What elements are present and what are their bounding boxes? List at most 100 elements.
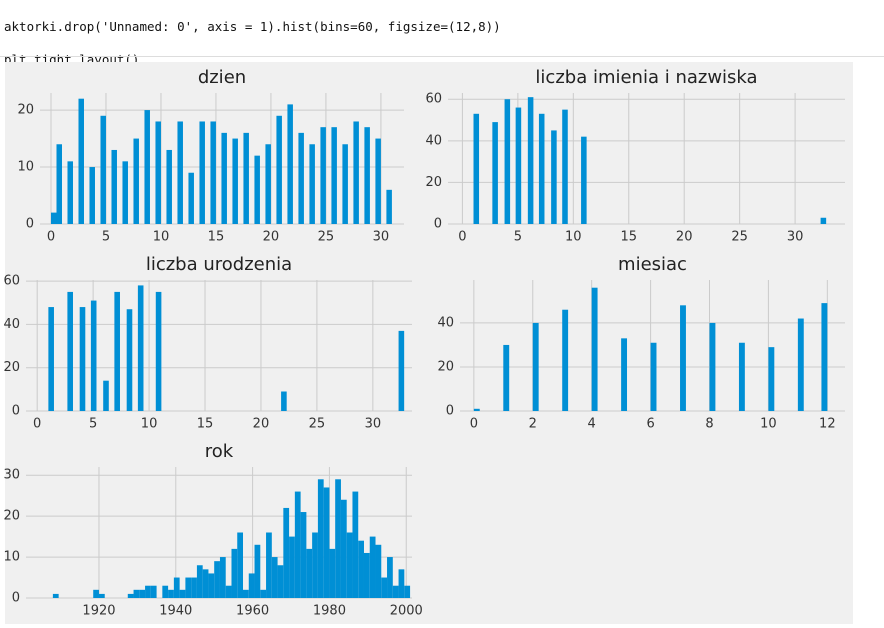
- histogram-bar: [386, 189, 392, 224]
- y-tick-label: 10: [3, 550, 20, 565]
- histogram-bar: [79, 307, 86, 411]
- histogram-bar: [562, 109, 568, 224]
- histogram-bar: [67, 291, 73, 411]
- histogram-bar: [538, 113, 545, 224]
- histogram-bar: [56, 144, 62, 224]
- histogram-bar: [768, 347, 775, 411]
- histogram-bar: [127, 593, 134, 598]
- y-tick-label: 0: [26, 217, 34, 232]
- histogram-bar: [289, 536, 295, 598]
- histogram-bar: [137, 285, 144, 411]
- histogram-bar: [342, 144, 348, 224]
- histogram-bar: [254, 544, 261, 598]
- histogram-bar: [300, 512, 307, 598]
- histogram-bar: [155, 291, 162, 411]
- x-tick-label: 1960: [236, 604, 269, 619]
- y-tick-label: 0: [446, 404, 454, 419]
- x-tick-label: 25: [318, 230, 335, 245]
- x-tick-label: 25: [309, 417, 326, 432]
- histogram-bar: [306, 548, 313, 598]
- histogram-bar: [243, 132, 249, 224]
- separator: [0, 56, 884, 57]
- histogram-bar: [126, 309, 133, 411]
- histogram-bar: [89, 167, 95, 224]
- chart-title: dzien: [198, 67, 246, 88]
- histogram-bar: [821, 303, 828, 411]
- histogram-bar: [358, 540, 364, 598]
- x-tick-label: 8: [705, 417, 713, 432]
- histogram-bar: [562, 309, 569, 411]
- x-tick-label: 0: [458, 230, 466, 245]
- histogram-bar: [392, 585, 399, 598]
- histogram-bar: [281, 391, 287, 411]
- y-tick-label: 20: [3, 509, 20, 524]
- x-tick-label: 10: [153, 230, 170, 245]
- histogram-bar: [283, 507, 290, 598]
- histogram-bar: [150, 585, 157, 598]
- histogram-bar: [312, 532, 318, 598]
- histogram-bar: [317, 479, 324, 598]
- x-tick-label: 20: [263, 230, 280, 245]
- y-tick-label: 0: [12, 404, 20, 419]
- histogram-bar: [177, 121, 183, 224]
- histogram-bar: [90, 300, 97, 411]
- y-tick-label: 20: [437, 359, 454, 374]
- histogram-bar: [122, 161, 128, 224]
- histogram-bar: [248, 573, 255, 598]
- histogram-bar: [581, 136, 587, 224]
- histogram-bar: [375, 138, 381, 224]
- y-tick-label: 20: [425, 175, 442, 190]
- histogram-bar: [363, 552, 370, 598]
- x-tick-label: 30: [373, 230, 390, 245]
- x-tick-label: 1920: [82, 604, 115, 619]
- histogram-bar: [527, 97, 534, 224]
- x-tick-label: 30: [787, 230, 804, 245]
- histogram-bar: [797, 318, 804, 411]
- histogram-bar: [114, 291, 120, 411]
- histogram-bar: [277, 565, 284, 598]
- histogram-bar: [375, 544, 382, 598]
- histogram-bar: [67, 161, 73, 224]
- histogram-bar: [364, 127, 370, 224]
- histogram-bar: [398, 569, 405, 598]
- histogram-bar: [173, 577, 180, 598]
- histogram-bar: [404, 585, 411, 598]
- histogram-bar: [738, 342, 745, 411]
- y-tick-label: 0: [434, 217, 442, 232]
- x-tick-label: 1980: [313, 604, 346, 619]
- code-line: aktorki.drop('Unnamed: 0', axis = 1).his…: [4, 18, 501, 34]
- histogram-bar: [294, 491, 301, 598]
- histogram-bar: [144, 110, 150, 224]
- histogram-bar: [551, 130, 557, 224]
- histogram-bar: [168, 589, 174, 598]
- histogram-bar: [398, 330, 405, 411]
- y-tick-label: 40: [437, 315, 454, 330]
- histogram-bar: [52, 593, 59, 598]
- histogram-bar: [369, 536, 376, 598]
- chart-title: liczba urodzenia: [146, 254, 292, 275]
- x-tick-label: 25: [731, 230, 748, 245]
- histogram-bar: [93, 589, 99, 598]
- x-tick-label: 0: [47, 230, 55, 245]
- histogram-bar: [196, 565, 203, 598]
- histogram-bar: [650, 342, 657, 411]
- histogram-bar: [139, 589, 146, 598]
- histogram-bar: [329, 548, 336, 598]
- histogram-bar: [323, 487, 330, 598]
- histogram-bar: [492, 122, 498, 224]
- x-tick-label: 6: [646, 417, 654, 432]
- histogram-bar: [287, 104, 293, 224]
- x-tick-label: 10: [760, 417, 777, 432]
- y-tick-label: 30: [3, 468, 20, 483]
- histogram-bar: [221, 132, 227, 224]
- x-tick-label: 0: [470, 417, 478, 432]
- x-tick-label: 2000: [390, 604, 423, 619]
- histogram-bar: [237, 532, 244, 598]
- histogram-bar: [208, 573, 215, 598]
- histogram-bar: [820, 217, 827, 224]
- x-tick-label: 20: [253, 417, 270, 432]
- x-tick-label: 2: [529, 417, 537, 432]
- x-tick-label: 30: [365, 417, 382, 432]
- histogram-bar: [133, 589, 140, 598]
